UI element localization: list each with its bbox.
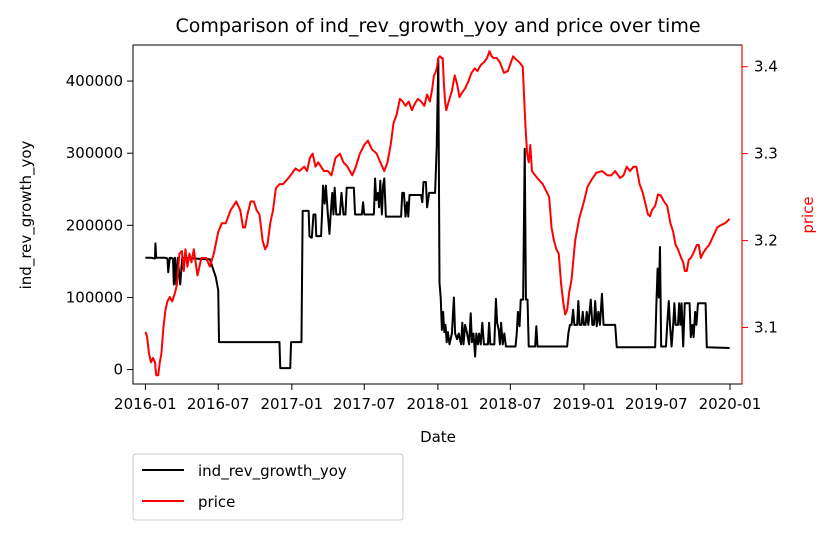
left-y-axis: 0 100000 200000 300000 400000 [66, 72, 133, 379]
legend-label-ind-rev-growth-yoy: ind_rev_growth_yoy [198, 462, 347, 481]
right-y-tick-label: 3.2 [754, 232, 778, 250]
x-tick-label: 2016-01 [114, 395, 177, 413]
legend: ind_rev_growth_yoy price [132, 453, 404, 521]
x-tick-label: 2019-01 [553, 395, 616, 413]
right-y-axis-label: price [799, 196, 817, 233]
left-y-tick-label: 400000 [66, 72, 123, 90]
right-y-axis: 3.1 3.2 3.3 3.4 [742, 58, 778, 337]
left-y-tick-label: 100000 [66, 288, 123, 306]
x-axis-label: Date [420, 428, 456, 446]
left-y-tick-label: 0 [113, 361, 123, 379]
x-tick-label: 2017-01 [261, 395, 324, 413]
right-y-tick-label: 3.4 [754, 58, 778, 76]
legend-label-price: price [198, 493, 235, 511]
x-tick-label: 2020-01 [699, 395, 762, 413]
x-tick-label: 2016-07 [187, 395, 250, 413]
x-tick-label: 2018-01 [407, 395, 470, 413]
chart-title: Comparison of ind_rev_growth_yoy and pri… [175, 15, 700, 37]
series-line-price [144, 50, 731, 377]
x-tick-label: 2017-07 [333, 395, 396, 413]
right-y-tick-label: 3.3 [754, 145, 778, 163]
x-tick-label: 2019-07 [625, 395, 688, 413]
left-y-tick-label: 200000 [66, 216, 123, 234]
legend-box [132, 453, 404, 521]
series-line-ind-rev-growth-yoy [145, 58, 730, 370]
left-y-axis-label: ind_rev_growth_yoy [17, 140, 36, 289]
left-y-tick-label: 300000 [66, 144, 123, 162]
x-axis: 2016-01 2016-07 2017-01 2017-07 2018-01 2018-… [114, 384, 761, 413]
right-y-tick-label: 3.1 [754, 319, 778, 337]
x-tick-label: 2018-07 [479, 395, 542, 413]
series-layer [144, 50, 731, 377]
